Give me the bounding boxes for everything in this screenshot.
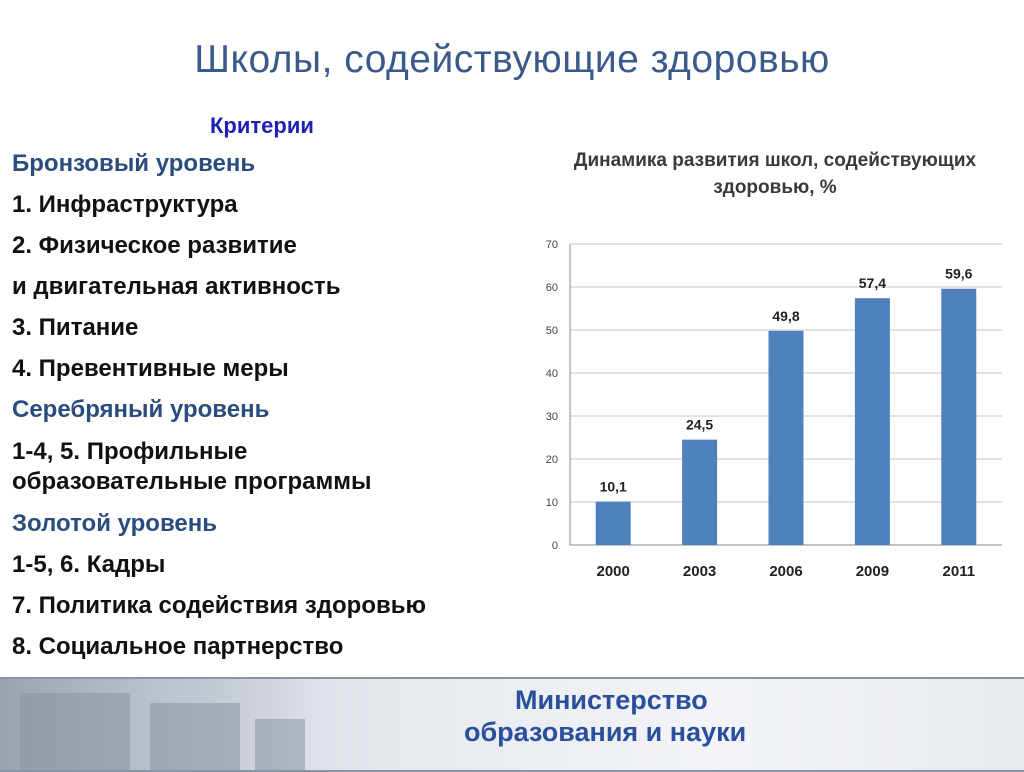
bar (941, 288, 977, 545)
y-tick-label: 20 (546, 454, 558, 466)
bar (768, 330, 804, 545)
bar-chart: 0 10 20 30 40 50 60 70 10,1 2000 24,5 2003 49,8 2006 5… (546, 239, 1002, 580)
ministry-name-line2: образования и науки (464, 717, 747, 747)
list-item: 4. Превентивные меры (12, 355, 289, 382)
x-tick-label: 2006 (769, 563, 802, 580)
y-tick-label: 50 (546, 325, 558, 337)
list-item: 2. Физическое развитие (12, 232, 297, 259)
footer-banner: Министерство образования и науки (0, 677, 1024, 772)
list-item: 8. Социальное партнерство (12, 633, 344, 660)
x-tick-label: 2000 (597, 563, 630, 580)
chart-title: Динамика развития школ, содействующих зд… (573, 150, 977, 198)
data-label: 24,5 (686, 417, 713, 433)
data-label: 49,8 (772, 308, 799, 324)
data-label: 57,4 (859, 275, 886, 291)
list-item: Серебряный уровень (12, 396, 270, 423)
y-tick-label: 70 (546, 239, 558, 251)
ministry-name-line1: Министерство (515, 685, 708, 715)
x-tick-label: 2009 (856, 563, 889, 580)
list-item: 1-4, 5. Профильные образовательные прогр… (12, 438, 372, 495)
list-item: 1-5, 6. Кадры (12, 551, 166, 578)
criteria-heading: Критерии (210, 113, 314, 138)
y-tick-label: 40 (546, 368, 558, 380)
y-tick-label: 10 (546, 497, 558, 509)
slide-title: Школы, содействующие здоровью (194, 38, 830, 81)
x-tick-label: 2003 (683, 563, 716, 580)
bar (595, 501, 631, 545)
list-item: 1. Инфраструктура (12, 191, 238, 218)
y-tick-label: 60 (546, 282, 558, 294)
list-item: 7. Политика содействия здоровью (12, 592, 426, 619)
y-tick-label: 0 (552, 540, 558, 552)
x-tick-label: 2011 (943, 563, 976, 580)
data-label: 59,6 (945, 266, 972, 282)
list-item: Бронзовый уровень (12, 150, 256, 177)
building-photo (0, 679, 330, 770)
y-tick-label: 30 (546, 411, 558, 423)
bar (682, 439, 718, 545)
criteria-list: Бронзовый уровень 1. Инфраструктура 2. Ф… (12, 150, 542, 674)
data-label: 10,1 (600, 479, 627, 495)
list-item: и двигательная активность (12, 273, 341, 300)
list-item: 3. Питание (12, 314, 139, 341)
bar (854, 298, 890, 545)
list-item: Золотой уровень (12, 510, 217, 537)
